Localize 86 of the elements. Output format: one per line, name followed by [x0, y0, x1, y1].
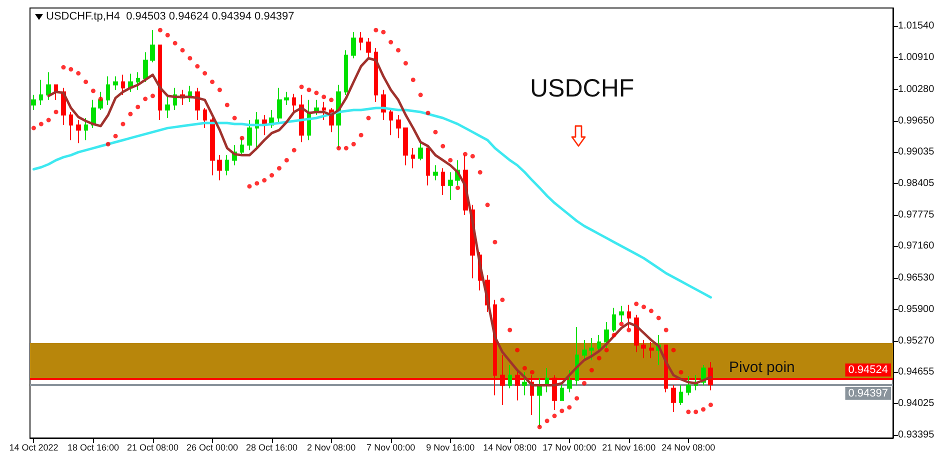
- candlestick: [31, 94, 36, 110]
- candlestick: [366, 38, 371, 59]
- y-tick-label: 0.94655: [898, 366, 935, 378]
- y-tick-label: 0.97160: [898, 240, 935, 252]
- candlestick: [582, 340, 587, 361]
- candlestick: [567, 370, 572, 393]
- candlestick: [575, 326, 579, 386]
- candlestick: [106, 76, 110, 106]
- candlestick: [203, 107, 207, 129]
- candlestick: [69, 111, 73, 141]
- candlestick: [649, 342, 654, 359]
- annotation: USDCHF: [530, 74, 634, 102]
- x-tick-label: 2 Nov 08:00: [307, 442, 356, 452]
- line-series: [32, 106, 712, 299]
- candlestick: [344, 50, 348, 96]
- candlestick: [403, 128, 408, 166]
- x-tick-label: 21 Oct 08:00: [126, 442, 179, 452]
- x-tick-label: 14 Oct 2022: [9, 442, 58, 452]
- candlestick: [322, 101, 326, 121]
- candlestick: [641, 340, 646, 359]
- x-tick-label: 21 Nov 16:00: [602, 442, 656, 452]
- y-tick-label: 0.98405: [898, 178, 935, 190]
- y-tick-label: 0.96530: [898, 272, 935, 284]
- candlestick: [359, 32, 363, 51]
- candlestick: [284, 91, 289, 106]
- candlestick: [165, 94, 170, 119]
- y-tick-label: 0.97775: [898, 210, 935, 221]
- candlestick: [433, 164, 438, 181]
- x-tick-label: 24 Nov 08:00: [662, 442, 716, 452]
- candlestick: [508, 364, 512, 389]
- candlestick: [121, 74, 125, 96]
- candlestick: [441, 168, 445, 196]
- candlestick: [150, 30, 155, 63]
- candlestick: [679, 384, 683, 406]
- candlestick: [389, 109, 393, 136]
- candlestick: [612, 307, 616, 333]
- candlestick: [210, 118, 215, 176]
- y-tick-label: 0.99035: [898, 146, 935, 158]
- y-tick-label: 1.00280: [898, 84, 935, 95]
- candlestick: [158, 44, 162, 121]
- x-tick-label: 18 Oct 16:00: [67, 442, 120, 452]
- y-tick-label: 1.00910: [898, 52, 935, 64]
- candlestick: [396, 114, 401, 139]
- y-tick-label: 0.95270: [898, 336, 935, 347]
- candlestick: [136, 72, 140, 90]
- x-tick-label: 14 Nov 08:00: [483, 442, 537, 452]
- candlestick: [76, 120, 81, 144]
- candlestick: [522, 372, 527, 396]
- line-series: [47, 56, 712, 387]
- y-tick-label: 0.99650: [898, 116, 935, 127]
- candlestick: [113, 76, 118, 90]
- candlestick: [240, 138, 244, 156]
- candlestick: [671, 384, 676, 412]
- y-tick-label: 0.94025: [898, 398, 935, 410]
- candlestick: [247, 120, 252, 151]
- candlestick: [448, 172, 453, 200]
- candlestick: [411, 148, 415, 169]
- candlestick: [98, 91, 103, 110]
- candlestick: [686, 376, 691, 396]
- ref-line-label: 0.94397: [848, 387, 888, 400]
- x-tick-label: 28 Oct 16:00: [246, 442, 298, 452]
- x-tick-label: 7 Nov 00:00: [366, 442, 416, 452]
- candlestick: [277, 87, 282, 123]
- candlestick: [597, 334, 601, 353]
- candlestick: [84, 118, 88, 141]
- candlestick: [351, 32, 356, 59]
- candlestick: [537, 378, 542, 428]
- candlestick: [292, 93, 296, 112]
- band-label: Pivot poin: [729, 358, 795, 376]
- y-tick-label: 0.95900: [898, 304, 935, 315]
- x-tick-label: 17 Nov 00:00: [542, 442, 596, 452]
- candlestick: [225, 154, 229, 176]
- candlestick: [217, 154, 222, 181]
- x-tick-label: 26 Oct 00:00: [186, 442, 238, 452]
- candlestick: [374, 48, 378, 102]
- ref-line-label: 0.94524: [848, 364, 888, 376]
- candlestick: [46, 72, 51, 100]
- candlestick: [426, 148, 430, 186]
- y-tick-label: 0.93395: [898, 430, 935, 441]
- candlestick: [560, 382, 564, 401]
- y-tick-label: 1.01540: [898, 20, 935, 32]
- candlestick: [589, 338, 594, 361]
- x-tick-label: 9 Nov 16:00: [426, 442, 475, 452]
- chart-title: USDCHF.tp,H4 0.94503 0.94624 0.94394 0.94397: [46, 10, 294, 22]
- candlestick: [143, 52, 148, 82]
- candlestick: [39, 79, 43, 106]
